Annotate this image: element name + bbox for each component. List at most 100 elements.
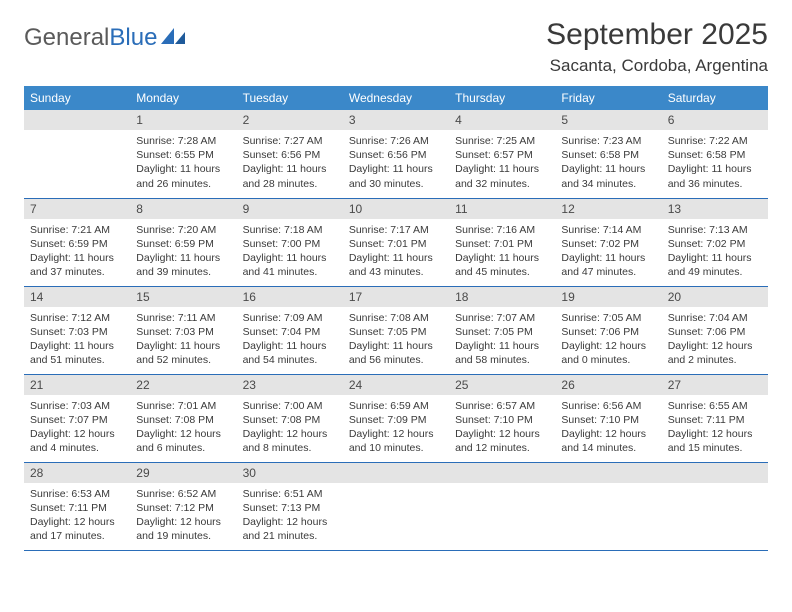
sunrise-line: Sunrise: 7:00 AM — [243, 399, 337, 413]
daylight-line: Daylight: 11 hours and 32 minutes. — [455, 162, 549, 190]
sunrise-line: Sunrise: 7:26 AM — [349, 134, 443, 148]
daylight-line: Daylight: 12 hours and 21 minutes. — [243, 515, 337, 543]
sunrise-line: Sunrise: 7:05 AM — [561, 311, 655, 325]
calendar-empty-cell — [555, 462, 661, 550]
day-info: Sunrise: 7:22 AMSunset: 6:58 PMDaylight:… — [662, 130, 768, 197]
calendar-day-cell: 21Sunrise: 7:03 AMSunset: 7:07 PMDayligh… — [24, 374, 130, 462]
day-info: Sunrise: 7:05 AMSunset: 7:06 PMDaylight:… — [555, 307, 661, 374]
daylight-line: Daylight: 12 hours and 6 minutes. — [136, 427, 230, 455]
sunset-line: Sunset: 7:03 PM — [136, 325, 230, 339]
calendar-day-cell: 23Sunrise: 7:00 AMSunset: 7:08 PMDayligh… — [237, 374, 343, 462]
calendar-table: SundayMondayTuesdayWednesdayThursdayFrid… — [24, 86, 768, 551]
calendar-day-cell: 12Sunrise: 7:14 AMSunset: 7:02 PMDayligh… — [555, 198, 661, 286]
sunset-line: Sunset: 7:13 PM — [243, 501, 337, 515]
sunrise-line: Sunrise: 7:27 AM — [243, 134, 337, 148]
day-info: Sunrise: 6:56 AMSunset: 7:10 PMDaylight:… — [555, 395, 661, 462]
calendar-day-cell: 14Sunrise: 7:12 AMSunset: 7:03 PMDayligh… — [24, 286, 130, 374]
sunset-line: Sunset: 7:10 PM — [561, 413, 655, 427]
day-number-empty — [662, 463, 768, 483]
weekday-header: Sunday — [24, 86, 130, 110]
day-info: Sunrise: 7:17 AMSunset: 7:01 PMDaylight:… — [343, 219, 449, 286]
daylight-line: Daylight: 12 hours and 4 minutes. — [30, 427, 124, 455]
calendar-day-cell: 17Sunrise: 7:08 AMSunset: 7:05 PMDayligh… — [343, 286, 449, 374]
sunrise-line: Sunrise: 7:09 AM — [243, 311, 337, 325]
day-number: 10 — [343, 199, 449, 219]
day-info: Sunrise: 7:18 AMSunset: 7:00 PMDaylight:… — [237, 219, 343, 286]
sunset-line: Sunset: 7:02 PM — [668, 237, 762, 251]
sunrise-line: Sunrise: 7:11 AM — [136, 311, 230, 325]
day-number: 8 — [130, 199, 236, 219]
calendar-day-cell: 22 Sunrise: 7:01 AMSunset: 7:08 PMDayligh… — [130, 374, 236, 462]
sunrise-line: Sunrise: 6:51 AM — [243, 487, 337, 501]
sunset-line: Sunset: 7:09 PM — [349, 413, 443, 427]
daylight-line: Daylight: 11 hours and 39 minutes. — [136, 251, 230, 279]
daylight-line: Daylight: 11 hours and 37 minutes. — [30, 251, 124, 279]
daylight-line: Daylight: 12 hours and 8 minutes. — [243, 427, 337, 455]
day-number: 25 — [449, 375, 555, 395]
sunrise-line: Sunrise: 7:01 AM — [136, 399, 230, 413]
day-info: Sunrise: 7:12 AMSunset: 7:03 PMDaylight:… — [24, 307, 130, 374]
day-info: Sunrise: 6:53 AMSunset: 7:11 PMDaylight:… — [24, 483, 130, 550]
day-number: 2 — [237, 110, 343, 130]
sunset-line: Sunset: 7:05 PM — [349, 325, 443, 339]
calendar-day-cell: 11Sunrise: 7:16 AMSunset: 7:01 PMDayligh… — [449, 198, 555, 286]
day-number: 28 — [24, 463, 130, 483]
daylight-line: Daylight: 12 hours and 0 minutes. — [561, 339, 655, 367]
day-number: 1 — [130, 110, 236, 130]
day-number: 4 — [449, 110, 555, 130]
weekday-header: Saturday — [662, 86, 768, 110]
sunset-line: Sunset: 7:00 PM — [243, 237, 337, 251]
daylight-line: Daylight: 11 hours and 30 minutes. — [349, 162, 443, 190]
sunset-line: Sunset: 7:04 PM — [243, 325, 337, 339]
sunrise-line: Sunrise: 7:14 AM — [561, 223, 655, 237]
calendar-day-cell: 29Sunrise: 6:52 AMSunset: 7:12 PMDayligh… — [130, 462, 236, 550]
day-number-empty — [343, 463, 449, 483]
sunset-line: Sunset: 7:11 PM — [668, 413, 762, 427]
day-info: Sunrise: 6:57 AMSunset: 7:10 PMDaylight:… — [449, 395, 555, 462]
sunrise-line: Sunrise: 7:13 AM — [668, 223, 762, 237]
brand-part2: Blue — [109, 24, 157, 51]
brand-part1: General — [24, 24, 109, 51]
daylight-line: Daylight: 11 hours and 26 minutes. — [136, 162, 230, 190]
sunset-line: Sunset: 7:08 PM — [243, 413, 337, 427]
calendar-day-cell: 19Sunrise: 7:05 AMSunset: 7:06 PMDayligh… — [555, 286, 661, 374]
day-number: 15 — [130, 287, 236, 307]
day-number-empty — [24, 110, 130, 130]
sunrise-line: Sunrise: 7:22 AM — [668, 134, 762, 148]
day-info: Sunrise: 7:26 AMSunset: 6:56 PMDaylight:… — [343, 130, 449, 197]
day-number: 14 — [24, 287, 130, 307]
brand-name: GeneralBlue — [24, 24, 157, 52]
calendar-empty-cell — [343, 462, 449, 550]
day-info: Sunrise: 7:25 AMSunset: 6:57 PMDaylight:… — [449, 130, 555, 197]
sunset-line: Sunset: 6:58 PM — [561, 148, 655, 162]
weekday-header: Monday — [130, 86, 236, 110]
daylight-line: Daylight: 11 hours and 43 minutes. — [349, 251, 443, 279]
calendar-day-cell: 16Sunrise: 7:09 AMSunset: 7:04 PMDayligh… — [237, 286, 343, 374]
sunset-line: Sunset: 7:08 PM — [136, 413, 230, 427]
daylight-line: Daylight: 11 hours and 58 minutes. — [455, 339, 549, 367]
sunset-line: Sunset: 6:56 PM — [349, 148, 443, 162]
calendar-day-cell: 18Sunrise: 7:07 AMSunset: 7:05 PMDayligh… — [449, 286, 555, 374]
daylight-line: Daylight: 12 hours and 19 minutes. — [136, 515, 230, 543]
sunset-line: Sunset: 7:02 PM — [561, 237, 655, 251]
sunrise-line: Sunrise: 7:03 AM — [30, 399, 124, 413]
day-number: 6 — [662, 110, 768, 130]
day-info: Sunrise: 6:51 AMSunset: 7:13 PMDaylight:… — [237, 483, 343, 550]
daylight-line: Daylight: 11 hours and 41 minutes. — [243, 251, 337, 279]
sunset-line: Sunset: 7:01 PM — [349, 237, 443, 251]
sunrise-line: Sunrise: 7:28 AM — [136, 134, 230, 148]
daylight-line: Daylight: 11 hours and 56 minutes. — [349, 339, 443, 367]
calendar-day-cell: 13Sunrise: 7:13 AMSunset: 7:02 PMDayligh… — [662, 198, 768, 286]
sunrise-line: Sunrise: 7:12 AM — [30, 311, 124, 325]
calendar-day-cell: 8Sunrise: 7:20 AMSunset: 6:59 PMDaylight… — [130, 198, 236, 286]
calendar-day-cell: 30Sunrise: 6:51 AMSunset: 7:13 PMDayligh… — [237, 462, 343, 550]
day-number: 21 — [24, 375, 130, 395]
calendar-day-cell: 24Sunrise: 6:59 AMSunset: 7:09 PMDayligh… — [343, 374, 449, 462]
day-number: 13 — [662, 199, 768, 219]
calendar-day-cell: 6Sunrise: 7:22 AMSunset: 6:58 PMDaylight… — [662, 110, 768, 198]
sunrise-line: Sunrise: 7:08 AM — [349, 311, 443, 325]
daylight-line: Daylight: 11 hours and 52 minutes. — [136, 339, 230, 367]
daylight-line: Daylight: 12 hours and 12 minutes. — [455, 427, 549, 455]
day-number: 22 — [130, 375, 236, 395]
day-number: 20 — [662, 287, 768, 307]
